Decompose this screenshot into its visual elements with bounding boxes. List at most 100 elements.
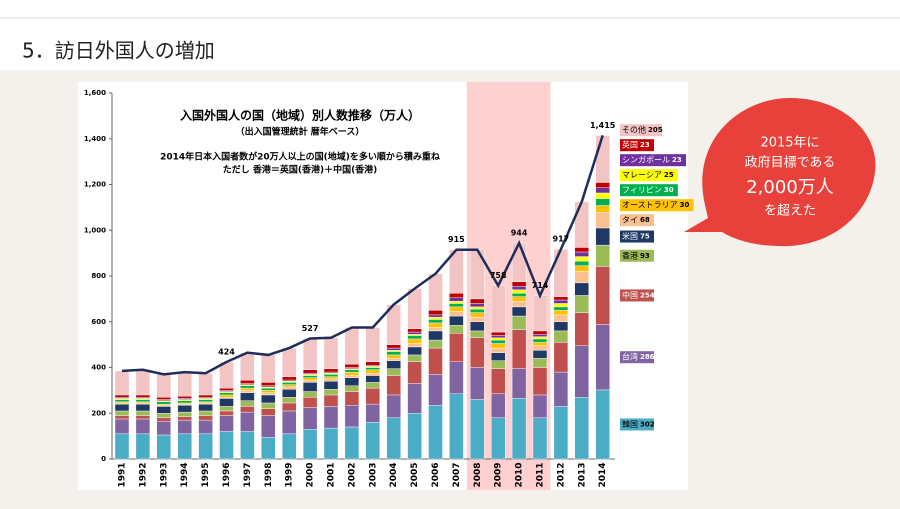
bar-segment	[177, 395, 192, 399]
callout-text: 2015年に	[760, 136, 819, 151]
bar-segment	[595, 198, 610, 206]
bar-segment	[135, 415, 151, 420]
bar-segment	[302, 379, 318, 383]
bar-segment	[261, 382, 276, 386]
bar-segment	[491, 343, 506, 349]
bar-segment	[282, 384, 297, 388]
bar-segment	[156, 417, 172, 422]
bar-segment	[532, 336, 548, 340]
bar-segment	[261, 387, 276, 391]
legend-label: マレーシア	[622, 171, 662, 180]
bar-segment	[198, 410, 213, 416]
bar-segment	[302, 397, 318, 408]
bar-segment	[407, 413, 422, 460]
legend-value: 25	[664, 171, 674, 179]
bar-segment	[302, 407, 318, 430]
legend-label: タイ	[622, 216, 638, 225]
bar-segment	[135, 399, 151, 403]
legend-value: 205	[648, 126, 663, 134]
bar-segment	[511, 368, 527, 399]
legend-value: 286	[640, 353, 655, 361]
bar-segment	[240, 392, 255, 401]
bar-segment	[511, 300, 527, 308]
bar-segment	[595, 135, 610, 183]
bar-segment	[511, 398, 527, 460]
legend-swatch	[620, 289, 654, 302]
bar-segment	[114, 403, 130, 412]
bar-segment	[470, 337, 485, 368]
bar-segment	[323, 337, 339, 369]
bar-segment	[595, 187, 610, 194]
bar-segment	[282, 389, 297, 398]
bar-segment	[574, 201, 589, 248]
bar-segment	[282, 386, 297, 390]
bar-segment	[553, 299, 569, 304]
bar-segment	[532, 367, 548, 396]
legend-label: 香港	[622, 250, 638, 260]
x-tick-label: 2007	[452, 462, 462, 487]
bar-segment	[219, 431, 234, 460]
bar-segment	[595, 182, 610, 188]
legend-swatch	[620, 154, 686, 167]
y-tick-label: 200	[91, 409, 106, 417]
bar-segment	[595, 324, 610, 391]
bar-segment	[449, 324, 464, 334]
bar-segment	[553, 310, 569, 316]
total-label: 758	[490, 271, 507, 280]
legend-item: 香港 93	[620, 249, 654, 262]
legend-item: 韓国 302	[620, 418, 655, 431]
bar-segment	[491, 331, 506, 336]
legend-swatch	[620, 230, 654, 243]
bar-segment	[135, 394, 151, 398]
legend-value: 93	[640, 252, 650, 260]
bar-segment	[219, 406, 234, 412]
bar-segment	[553, 303, 569, 308]
bar-segment	[386, 368, 401, 376]
x-tick-label: 2009	[494, 462, 504, 487]
bar-segment	[449, 315, 464, 326]
bar-segment	[407, 346, 422, 356]
bar-segment	[261, 408, 276, 416]
legend-value: 302	[640, 420, 655, 428]
x-tick-label: 2005	[410, 462, 420, 487]
bar-segment	[511, 315, 527, 330]
bar-segment	[595, 389, 610, 460]
bar-segment	[491, 393, 506, 419]
x-tick-label: 1997	[243, 462, 253, 487]
bar-segment	[407, 331, 422, 335]
legend-label: オーストラリア	[622, 201, 678, 210]
x-tick-label: 2008	[473, 462, 483, 487]
legend-label: その他	[622, 125, 646, 135]
bar-segment	[156, 406, 172, 414]
bar-segment	[323, 368, 339, 373]
bar-segment	[135, 403, 151, 412]
legend-item: オーストラリア 30	[620, 199, 694, 212]
legend-item: 中国 254	[620, 289, 655, 302]
bar-segment	[491, 285, 506, 333]
bar-segment	[574, 260, 589, 266]
bar-segment	[177, 416, 192, 421]
x-tick-label: 1999	[285, 462, 295, 487]
legend-swatch	[620, 418, 654, 431]
bar-segment	[323, 374, 339, 377]
legend-item: 台湾 286	[620, 351, 655, 364]
bar-segment	[574, 247, 589, 253]
bar-segment	[428, 314, 443, 318]
callout-text: 2,000万人	[746, 177, 834, 198]
x-tick-label: 2012	[556, 462, 566, 487]
bar-segment	[386, 354, 401, 359]
bar-segment	[365, 373, 380, 376]
bar-segment	[553, 306, 569, 311]
bar-segment	[282, 397, 297, 404]
bar-segment	[595, 212, 610, 229]
x-tick-label: 1991	[118, 462, 128, 487]
bar-segment	[449, 303, 464, 308]
bar-segment	[135, 433, 151, 460]
bar-segment	[574, 271, 589, 284]
bar-segment	[282, 376, 297, 381]
bar-segment	[574, 265, 589, 272]
bar-segment	[595, 205, 610, 213]
bar-segment	[407, 335, 422, 340]
legend-item: 米国 75	[620, 230, 654, 243]
chart-title: 入国外国人の国（地域）別人数推移（万人）	[180, 108, 420, 123]
